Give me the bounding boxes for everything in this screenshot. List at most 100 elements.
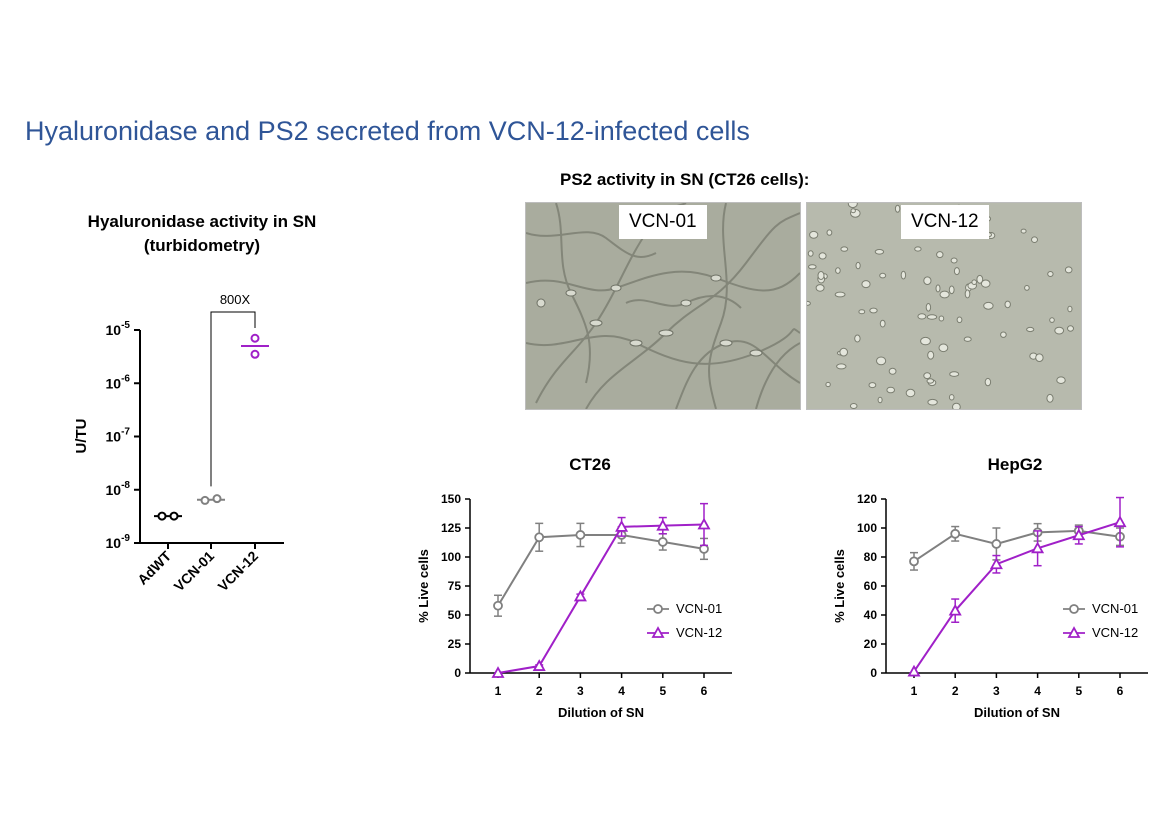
rounded-cell: [834, 291, 846, 298]
y-tick-label: 100: [441, 550, 461, 564]
data-point: [615, 519, 629, 532]
ct26-chart-title: CT26: [569, 455, 611, 474]
legend-marker: [1067, 626, 1081, 638]
x-axis-label: Dilution of SN: [558, 705, 644, 720]
x-tick-label: 1: [495, 684, 502, 698]
y-axis-label: % Live cells: [416, 549, 431, 623]
micrograph-label-vcn12: VCN-12: [901, 205, 989, 239]
rounded-cell: [888, 367, 897, 375]
y-tick-label: 80: [864, 550, 878, 564]
x-tick-label: 2: [952, 684, 959, 698]
data-point: [157, 511, 167, 521]
x-axis-label: Dilution of SN: [974, 705, 1060, 720]
y-tick-label: 20: [864, 637, 878, 651]
rounded-cell: [938, 315, 945, 322]
rounded-cell: [900, 270, 907, 280]
rounded-cell: [935, 284, 941, 293]
data-point: [907, 664, 921, 677]
micrograph-label-vcn01: VCN-01: [619, 205, 707, 239]
x-tick-label: 5: [659, 684, 666, 698]
data-point: [250, 349, 260, 359]
y-tick-label: 40: [864, 608, 878, 622]
rounded-cell: [839, 347, 849, 357]
data-point: [532, 659, 546, 671]
y-tick-label: 0: [870, 666, 877, 680]
rounded-cell: [1020, 228, 1027, 234]
legend-marker: [651, 626, 665, 638]
rounded-cell: [868, 382, 877, 389]
rounded-cell: [914, 246, 922, 252]
rounded-cell: [920, 336, 931, 346]
y-tick-label: 10-5: [106, 320, 131, 338]
rounded-cell: [1054, 326, 1065, 335]
y-tick-label: 50: [448, 608, 462, 622]
rounded-cell: [850, 208, 856, 214]
data-point: [573, 589, 587, 602]
legend-label: VCN-01: [676, 601, 722, 616]
y-tick-label: 10-7: [106, 427, 131, 445]
rounded-cell: [1000, 331, 1007, 338]
rounded-cell: [949, 371, 960, 377]
rounded-cell: [950, 257, 958, 264]
data-point: [200, 495, 210, 505]
rounded-cell: [858, 309, 866, 315]
series-line: [913, 521, 1121, 673]
rounded-cell: [926, 314, 938, 320]
series-line: [913, 529, 1121, 563]
rounded-cell: [976, 274, 984, 284]
rounded-cell: [971, 279, 977, 285]
rounded-cell: [847, 203, 858, 209]
fold-change-annotation: 800X: [220, 292, 251, 307]
y-axis-label: % Live cells: [832, 549, 847, 623]
data-point: [989, 557, 1003, 570]
hepg2-chart-title: HepG2: [987, 455, 1043, 474]
rounded-cell: [1049, 317, 1055, 323]
x-tick-label: 4: [618, 684, 625, 698]
hyaluronidase-chart-title: Hyaluronidase activity in SN (turbidomet…: [52, 210, 352, 258]
rounded-cell: [948, 285, 955, 295]
rounded-cell: [923, 276, 932, 285]
rounded-cell: [874, 249, 885, 255]
x-tick-label: 6: [701, 684, 708, 698]
rounded-cell: [1035, 353, 1044, 362]
rounded-cell: [1024, 285, 1030, 291]
y-tick-label: 125: [441, 521, 461, 535]
rounded-cell: [927, 350, 935, 360]
rounded-cell: [836, 363, 847, 370]
rounded-cell: [1046, 393, 1054, 403]
data-point: [491, 666, 505, 678]
rounded-cell: [817, 271, 825, 280]
y-tick-label: 100: [857, 521, 877, 535]
rounded-cell: [948, 394, 955, 401]
rounded-cell: [917, 313, 927, 320]
rounded-cell: [854, 334, 861, 343]
rounded-cell: [879, 272, 887, 279]
rounded-cell: [1004, 300, 1011, 309]
rounded-cell: [876, 356, 887, 366]
legend-marker: [653, 604, 663, 614]
rounded-cell: [894, 204, 901, 213]
data-point: [169, 511, 179, 521]
y-tick-label: 10-6: [106, 373, 131, 391]
rounded-cell: [825, 381, 831, 388]
rounded-cell: [1064, 266, 1073, 274]
rounded-cell: [980, 279, 991, 288]
data-point: [656, 518, 670, 531]
x-tick-label: 4: [1034, 684, 1041, 698]
legend-label: VCN-12: [1092, 625, 1138, 640]
data-point: [1113, 515, 1127, 528]
data-point: [493, 600, 503, 611]
cell-image-vcn01: [526, 203, 800, 409]
rounded-cell: [840, 246, 849, 252]
rounded-cell: [818, 252, 827, 260]
y-tick-label: 150: [441, 492, 461, 506]
rounded-cell: [1067, 305, 1073, 313]
data-point: [948, 603, 962, 616]
rounded-cell: [869, 307, 878, 314]
y-tick-label: 10-8: [106, 480, 131, 498]
rounded-cell: [953, 267, 960, 276]
legend-label: VCN-12: [676, 625, 722, 640]
rounded-cell: [1031, 236, 1038, 244]
